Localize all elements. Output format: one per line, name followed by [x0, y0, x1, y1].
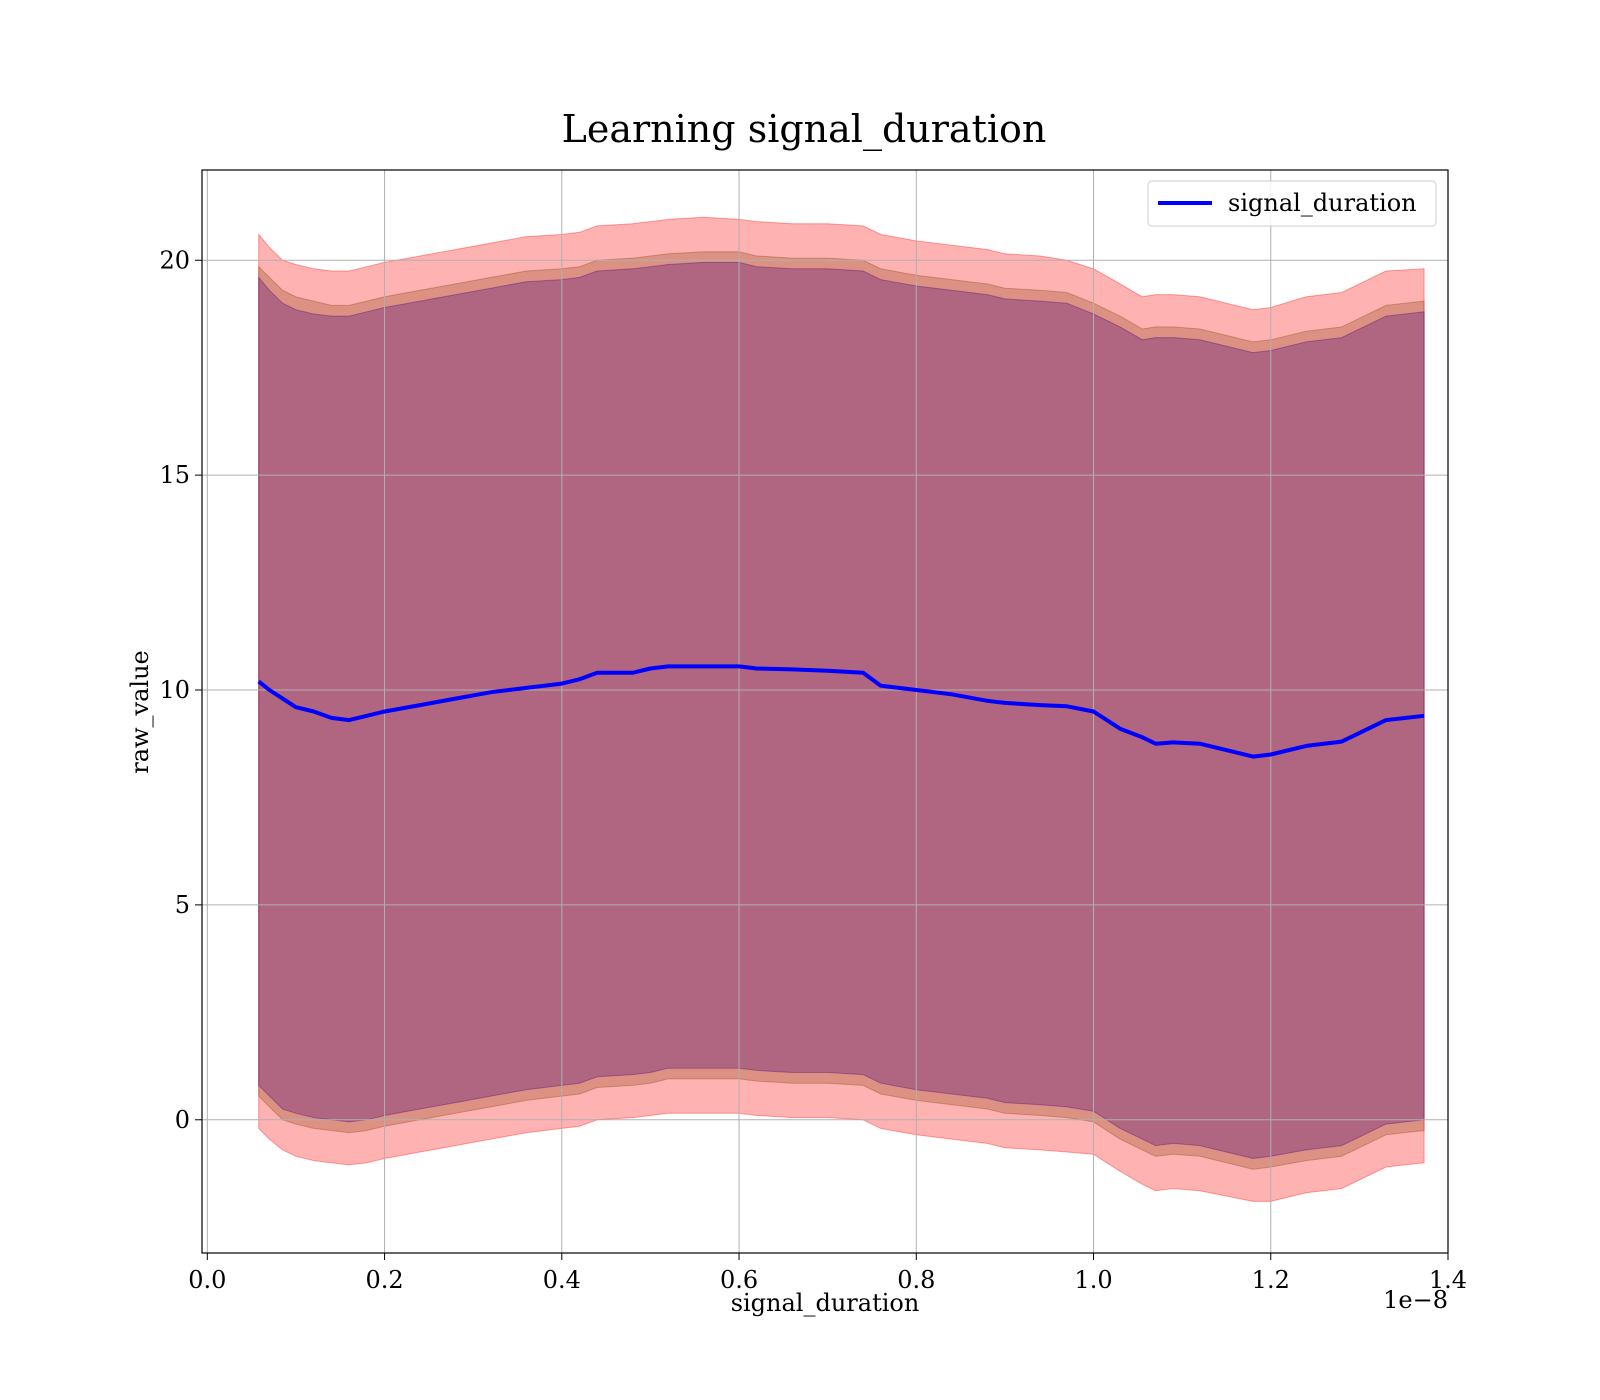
x-tick-label: 1.0 [1074, 1266, 1112, 1294]
x-axis-label: signal_duration [731, 1289, 920, 1317]
band-inner [258, 261, 1425, 1160]
y-tick-label: 20 [159, 246, 190, 274]
band-outer [258, 216, 1425, 1202]
band-mid [258, 251, 1425, 1170]
x-tick-label: 1.2 [1252, 1266, 1290, 1294]
x-tick-label: 0.2 [365, 1266, 403, 1294]
x-axis-ticks: 0.0 0.2 0.4 0.6 0.8 1.0 1.2 1.4 [188, 1253, 1467, 1294]
y-tick-label: 0 [175, 1106, 190, 1134]
x-axis-offset-label: 1e−8 [1383, 1286, 1448, 1314]
chart-title: Learning signal_duration [562, 107, 1047, 152]
plot-area [201, 169, 1449, 1254]
x-tick-label: 0.0 [188, 1266, 226, 1294]
y-axis-ticks: 0 5 10 15 20 [159, 246, 202, 1134]
x-tick-label: 0.6 [720, 1266, 758, 1294]
y-axis-label: raw_value [126, 650, 154, 774]
confidence-bands [258, 216, 1425, 1202]
x-tick-label: 1.4 [1429, 1266, 1467, 1294]
x-tick-label: 0.4 [543, 1266, 581, 1294]
plot-background [202, 170, 1448, 1253]
x-tick-label: 0.8 [897, 1266, 935, 1294]
legend-box [1147, 180, 1437, 227]
y-tick-label: 5 [175, 891, 190, 919]
y-tick-label: 15 [159, 461, 190, 489]
series-line-signal_duration [257, 664, 1425, 759]
legend: signal_duration [1147, 180, 1437, 227]
plot-frame [201, 169, 1449, 1254]
legend-label: signal_duration [1228, 189, 1417, 217]
y-tick-label: 10 [159, 676, 190, 704]
